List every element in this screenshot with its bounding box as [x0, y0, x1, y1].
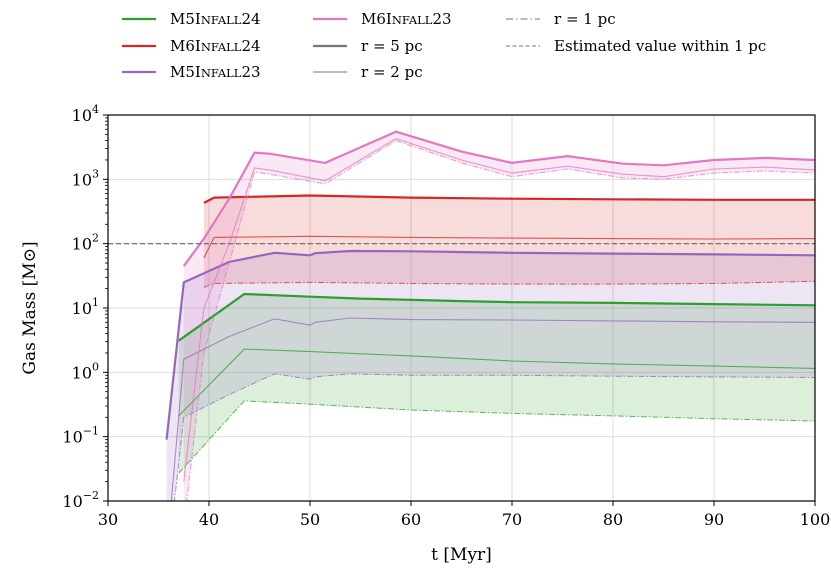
- x-axis: 30 40 50 60 70 80 90 100: [98, 501, 830, 529]
- m6infall24-r2-line: [203, 235, 815, 259]
- m5infall24-r1-line: [178, 400, 815, 474]
- x-tick-label: 90: [704, 510, 724, 529]
- m6infall23-r5-line: [182, 130, 815, 267]
- m5infall23-r5-line: [165, 249, 815, 440]
- m5infall23-band: [166, 251, 815, 501]
- y-tick-label: 10−1: [62, 425, 99, 447]
- legend-label: M6INFALL23: [361, 10, 452, 28]
- m5infall23-r1-line: [173, 373, 815, 501]
- y-tick-label: 100: [72, 360, 99, 382]
- y-tick-label: 104: [72, 103, 99, 125]
- m5infall24-r5-line: [178, 292, 815, 342]
- x-tick-label: 100: [800, 510, 831, 529]
- x-axis-label: t [Myr]: [431, 545, 492, 565]
- m6infall23-r2-line: [183, 137, 815, 482]
- legend-label: M6INFALL24: [170, 37, 261, 55]
- y-tick-label: 10−2: [62, 489, 99, 511]
- y-tick-label: 103: [72, 167, 99, 189]
- legend: M5INFALL24 M6INFALL24 M5INFALL23 M6INFALL23…: [122, 10, 766, 81]
- x-tick-label: 70: [502, 510, 522, 529]
- x-tick-label: 40: [199, 510, 219, 529]
- m6infall24-r1-line: [203, 280, 815, 288]
- legend-item: r = 5 pc: [313, 37, 423, 55]
- x-tick-label: 30: [98, 510, 118, 529]
- y-tick-label: 102: [72, 232, 99, 254]
- legend-label: Estimated value within 1 pc: [554, 37, 766, 55]
- legend-item: M6INFALL24: [122, 37, 261, 55]
- plot-area: [108, 130, 815, 501]
- m5infall24-band: [178, 294, 815, 474]
- legend-item: r = 1 pc: [506, 10, 616, 28]
- legend-item: Estimated value within 1 pc: [506, 37, 766, 55]
- legend-item: M5INFALL23: [122, 63, 261, 81]
- legend-label: r = 1 pc: [554, 10, 616, 28]
- y-axis: 10−2 10−1 100 101 102 103 104: [62, 103, 108, 511]
- legend-label: r = 5 pc: [361, 37, 423, 55]
- x-tick-label: 60: [401, 510, 421, 529]
- x-tick-label: 80: [603, 510, 623, 529]
- m5infall23-r2-line: [170, 317, 815, 501]
- y-tick-label: 101: [72, 296, 99, 318]
- m6infall24-band: [203, 195, 815, 288]
- m6infall23-r1-line: [186, 140, 815, 501]
- legend-item: M6INFALL23: [313, 10, 452, 28]
- x-tick-label: 50: [300, 510, 320, 529]
- legend-item: M5INFALL24: [122, 10, 261, 28]
- legend-label: r = 2 pc: [361, 63, 423, 81]
- legend-label: M5INFALL24: [170, 10, 261, 28]
- legend-item: r = 2 pc: [313, 63, 423, 81]
- m5infall24-r2-line: [178, 348, 815, 417]
- legend-label: M5INFALL23: [170, 63, 261, 81]
- y-axis-label: Gas Mass [M⊙]: [20, 241, 40, 374]
